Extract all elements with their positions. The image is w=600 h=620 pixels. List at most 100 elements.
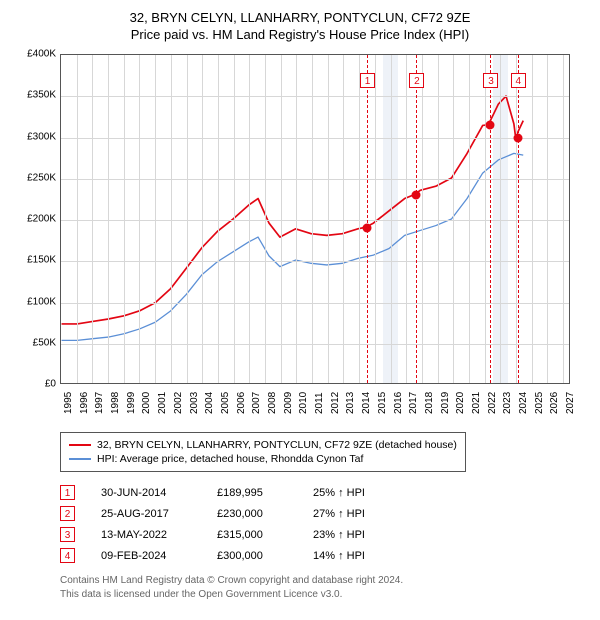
marker-box: 3 xyxy=(483,73,498,88)
y-tick-label: £250K xyxy=(18,172,56,183)
x-tick-label: 2005 xyxy=(220,392,231,414)
x-tick-label: 1999 xyxy=(126,392,137,414)
x-tick-label: 2004 xyxy=(204,392,215,414)
x-tick-label: 2007 xyxy=(251,392,262,414)
x-tick-label: 2008 xyxy=(267,392,278,414)
gridline-v xyxy=(249,55,250,383)
x-tick-label: 2018 xyxy=(424,392,435,414)
marker-vline xyxy=(416,55,417,383)
transaction-date: 13-MAY-2022 xyxy=(101,529,191,541)
gridline-v xyxy=(92,55,93,383)
x-tick-label: 2013 xyxy=(345,392,356,414)
gridline-v xyxy=(218,55,219,383)
transaction-marker: 2 xyxy=(60,506,75,521)
gridline-h xyxy=(61,303,569,304)
gridline-v xyxy=(547,55,548,383)
x-tick-label: 2006 xyxy=(236,392,247,414)
page-subtitle: Price paid vs. HM Land Registry's House … xyxy=(12,27,588,42)
gridline-v xyxy=(296,55,297,383)
gridline-v xyxy=(343,55,344,383)
x-tick-label: 2022 xyxy=(487,392,498,414)
gridline-v xyxy=(485,55,486,383)
marker-vline xyxy=(518,55,519,383)
transactions-table: 130-JUN-2014£189,99525% ↑ HPI225-AUG-201… xyxy=(60,482,588,566)
x-tick-label: 2026 xyxy=(549,392,560,414)
gridline-v xyxy=(375,55,376,383)
marker-vline xyxy=(490,55,491,383)
transaction-pct: 14% ↑ HPI xyxy=(313,550,403,562)
gridline-v xyxy=(155,55,156,383)
gridline-v xyxy=(202,55,203,383)
gridline-h xyxy=(61,96,569,97)
gridline-v xyxy=(391,55,392,383)
gridline-h xyxy=(61,179,569,180)
transaction-marker: 3 xyxy=(60,527,75,542)
transaction-date: 30-JUN-2014 xyxy=(101,487,191,499)
x-tick-label: 2021 xyxy=(471,392,482,414)
y-tick-label: £50K xyxy=(18,337,56,348)
x-tick-label: 2001 xyxy=(157,392,168,414)
legend-label: HPI: Average price, detached house, Rhon… xyxy=(97,453,363,465)
marker-vline xyxy=(367,55,368,383)
transaction-date: 09-FEB-2024 xyxy=(101,550,191,562)
gridline-h xyxy=(61,344,569,345)
transaction-row: 130-JUN-2014£189,99525% ↑ HPI xyxy=(60,482,588,503)
footer-line: This data is licensed under the Open Gov… xyxy=(60,588,588,602)
x-tick-label: 1995 xyxy=(63,392,74,414)
gridline-v xyxy=(500,55,501,383)
chart-lines xyxy=(61,55,569,383)
gridline-v xyxy=(532,55,533,383)
legend: 32, BRYN CELYN, LLANHARRY, PONTYCLUN, CF… xyxy=(60,432,466,472)
x-tick-label: 2009 xyxy=(283,392,294,414)
gridline-v xyxy=(265,55,266,383)
gridline-v xyxy=(422,55,423,383)
legend-swatch-property xyxy=(69,444,91,446)
x-tick-label: 1997 xyxy=(94,392,105,414)
gridline-v xyxy=(139,55,140,383)
x-tick-label: 2015 xyxy=(377,392,388,414)
x-tick-label: 2011 xyxy=(314,392,325,414)
transaction-price: £300,000 xyxy=(217,550,287,562)
footer-line: Contains HM Land Registry data © Crown c… xyxy=(60,574,588,588)
transaction-price: £230,000 xyxy=(217,508,287,520)
transaction-pct: 27% ↑ HPI xyxy=(313,508,403,520)
marker-dot xyxy=(363,224,372,233)
footer: Contains HM Land Registry data © Crown c… xyxy=(60,574,588,601)
gridline-v xyxy=(312,55,313,383)
transaction-pct: 23% ↑ HPI xyxy=(313,529,403,541)
x-tick-label: 2025 xyxy=(534,392,545,414)
x-tick-label: 2019 xyxy=(440,392,451,414)
transaction-price: £189,995 xyxy=(217,487,287,499)
gridline-v xyxy=(77,55,78,383)
plot-box: 1234 xyxy=(60,54,570,384)
y-tick-label: £400K xyxy=(18,49,56,60)
legend-swatch-hpi xyxy=(69,458,91,460)
gridline-v xyxy=(171,55,172,383)
transaction-price: £315,000 xyxy=(217,529,287,541)
x-tick-label: 2017 xyxy=(408,392,419,414)
legend-item-property: 32, BRYN CELYN, LLANHARRY, PONTYCLUN, CF… xyxy=(69,438,457,452)
gridline-v xyxy=(438,55,439,383)
x-tick-label: 2010 xyxy=(298,392,309,414)
y-tick-label: £300K xyxy=(18,131,56,142)
gridline-v xyxy=(406,55,407,383)
x-tick-label: 2023 xyxy=(502,392,513,414)
chart-area: £0£50K£100K£150K£200K£250K£300K£350K£400… xyxy=(22,48,582,428)
transaction-row: 3 13-MAY-2022 £315,000 23% ↑ HPI xyxy=(60,524,588,545)
gridline-v xyxy=(563,55,564,383)
legend-label: 32, BRYN CELYN, LLANHARRY, PONTYCLUN, CF… xyxy=(97,439,457,451)
gridline-v xyxy=(124,55,125,383)
x-tick-label: 1998 xyxy=(110,392,121,414)
transaction-row: 4 09-FEB-2024 £300,000 14% ↑ HPI xyxy=(60,545,588,566)
transaction-row: 225-AUG-2017£230,00027% ↑ HPI xyxy=(60,503,588,524)
transaction-marker: 1 xyxy=(60,485,75,500)
gridline-v xyxy=(281,55,282,383)
gridline-v xyxy=(453,55,454,383)
gridline-h xyxy=(61,138,569,139)
gridline-v xyxy=(234,55,235,383)
gridline-h xyxy=(61,220,569,221)
transaction-marker: 4 xyxy=(60,548,75,563)
gridline-v xyxy=(469,55,470,383)
y-tick-label: £200K xyxy=(18,214,56,225)
x-tick-label: 2012 xyxy=(330,392,341,414)
